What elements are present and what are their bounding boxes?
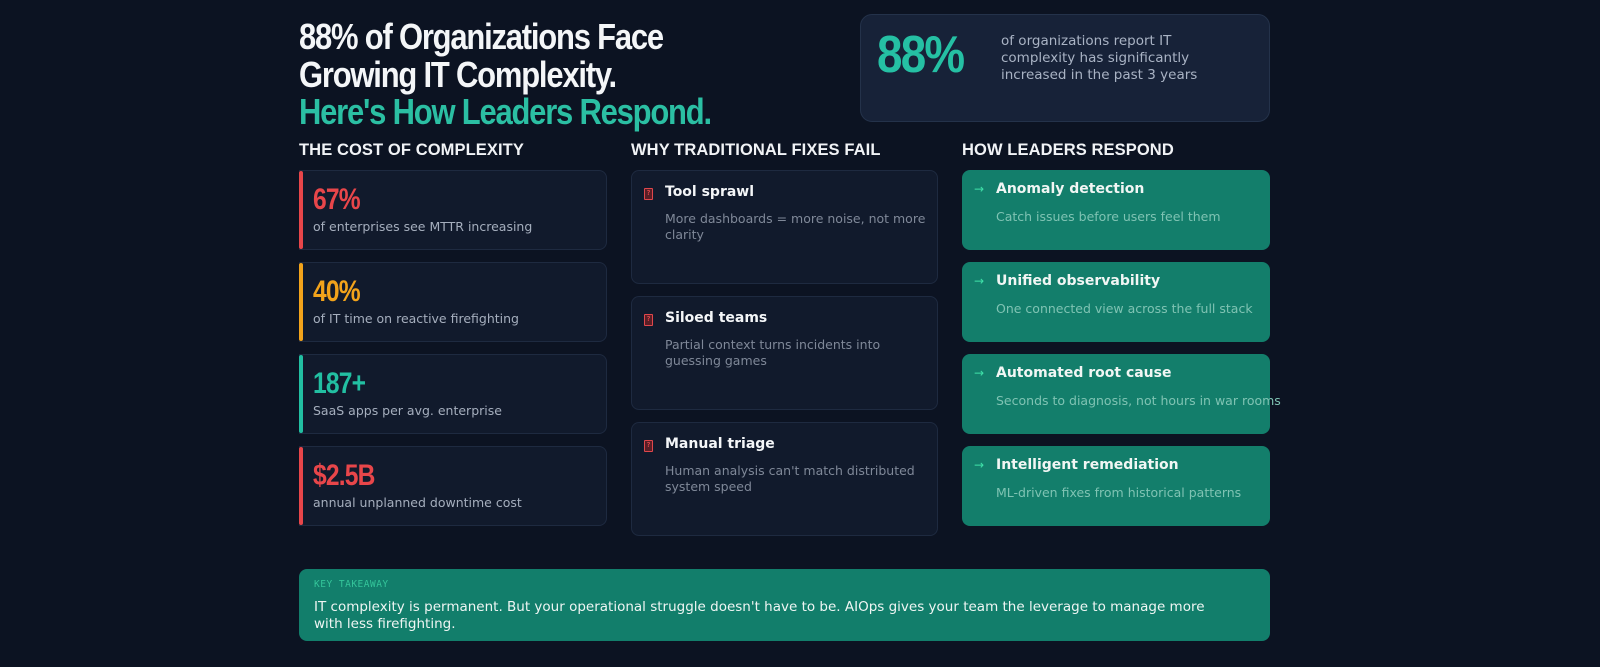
cost-card-saas-apps: 187+ SaaS apps per avg. enterprise [299, 354, 607, 434]
fail-description: More dashboards = more noise, not more c… [665, 211, 926, 242]
fail-heading: WHY TRADITIONAL FIXES FAIL [631, 141, 881, 159]
takeaway-message: IT complexity is permanent. But your ope… [314, 599, 1205, 632]
cost-value: 67% [313, 183, 361, 216]
respond-title: Automated root cause [996, 365, 1172, 381]
accent-bar [299, 447, 303, 525]
title-line-1: 88% of Organizations Face [299, 16, 664, 57]
fail-description: Human analysis can't match distributed s… [665, 463, 915, 494]
respond-title: Intelligent remediation [996, 457, 1179, 473]
arrow-right-icon: → [974, 366, 985, 380]
fail-title: Tool sprawl [665, 184, 755, 200]
cost-value: 40% [313, 275, 361, 308]
cost-label: SaaS apps per avg. enterprise [313, 403, 502, 418]
cost-card-mttr: 67% of enterprises see MTTR increasing [299, 170, 607, 250]
respond-description: One connected view across the full stack [996, 301, 1253, 316]
warning-icon: ? [644, 188, 653, 200]
fail-description: Partial context turns incidents into gue… [665, 337, 881, 368]
respond-title: Anomaly detection [996, 181, 1145, 197]
cost-card-firefighting: 40% of IT time on reactive firefighting [299, 262, 607, 342]
accent-bar [299, 355, 303, 433]
cost-card-downtime: $2.5B annual unplanned downtime cost [299, 446, 607, 526]
respond-description: ML-driven fixes from historical patterns [996, 485, 1242, 500]
respond-card-anomaly-detection: → Anomaly detection Catch issues before … [962, 170, 1270, 250]
page-title: 88% of Organizations Face Growing IT Com… [299, 18, 815, 131]
arrow-right-icon: → [974, 458, 985, 472]
respond-title: Unified observability [996, 273, 1161, 289]
accent-bar [299, 171, 303, 249]
title-line-2: Growing IT Complexity. [299, 53, 617, 95]
hero-stat-card: 88% of organizations report IT complexit… [860, 14, 1270, 122]
fail-card-manual-triage: ? Manual triage Human analysis can't mat… [631, 422, 938, 536]
key-takeaway-banner: KEY TAKEAWAY IT complexity is permanent.… [299, 569, 1270, 641]
respond-heading: HOW LEADERS RESPOND [962, 141, 1174, 159]
respond-description: Seconds to diagnosis, not hours in war r… [996, 393, 1281, 408]
respond-card-automated-root-cause: → Automated root cause Seconds to diagno… [962, 354, 1281, 434]
hero-stat-description: of organizations report IT complexity ha… [1001, 33, 1198, 83]
fail-title: Siloed teams [665, 310, 768, 326]
cost-heading: THE COST OF COMPLEXITY [299, 141, 524, 159]
warning-icon: ? [644, 314, 653, 326]
respond-card-intelligent-remediation: → Intelligent remediation ML-driven fixe… [962, 446, 1270, 526]
fail-title: Manual triage [665, 436, 775, 452]
arrow-right-icon: → [974, 274, 985, 288]
fail-card-tool-sprawl: ? Tool sprawl More dashboards = more noi… [631, 170, 938, 284]
cost-label: of enterprises see MTTR increasing [313, 219, 533, 234]
respond-card-unified-observability: → Unified observability One connected vi… [962, 262, 1270, 342]
cost-label: annual unplanned downtime cost [313, 495, 522, 510]
cost-label: of IT time on reactive firefighting [313, 311, 519, 326]
cost-value: $2.5B [313, 459, 375, 492]
arrow-right-icon: → [974, 182, 985, 196]
accent-bar [299, 263, 303, 341]
warning-icon: ? [644, 440, 653, 452]
cost-value: 187+ [313, 367, 366, 400]
respond-description: Catch issues before users feel them [996, 209, 1221, 224]
hero-stat-value: 88% [877, 26, 965, 84]
fail-card-siloed-teams: ? Siloed teams Partial context turns inc… [631, 296, 938, 410]
title-line-3: Here's How Leaders Respond. [299, 91, 712, 132]
takeaway-kicker: KEY TAKEAWAY [314, 579, 389, 590]
